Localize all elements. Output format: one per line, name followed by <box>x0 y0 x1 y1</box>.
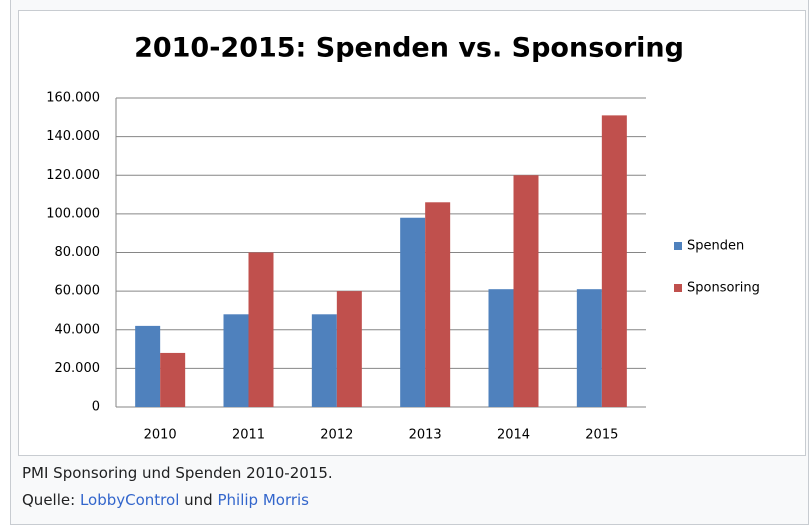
link[interactable]: LobbyControl <box>79 491 180 509</box>
caption-source: Quelle: LobbyControl und Philip Morris <box>22 491 309 509</box>
bar <box>248 252 274 407</box>
legend-swatch <box>674 242 682 250</box>
caption: PMI Sponsoring und Spenden 2010-2015. <box>22 464 333 482</box>
bar <box>223 314 249 407</box>
bar <box>601 115 627 407</box>
x-tick-label: 2014 <box>497 428 530 443</box>
joiner: und <box>184 491 213 509</box>
bar <box>160 352 186 407</box>
y-tick-label: 120.000 <box>46 168 100 183</box>
x-tick-label: 2013 <box>409 428 442 443</box>
x-tick-label: 2015 <box>585 428 618 443</box>
y-tick-label: 20.000 <box>55 361 101 376</box>
y-tick-label: 0 <box>92 400 100 415</box>
source-prefix: Quelle: <box>22 491 76 509</box>
y-tick-label: 140.000 <box>46 129 100 144</box>
legend-label: Spenden <box>687 239 744 254</box>
bar <box>336 291 362 407</box>
bar <box>425 202 451 407</box>
x-tick-label: 2010 <box>144 428 177 443</box>
bar <box>311 314 337 407</box>
y-tick-label: 60.000 <box>55 284 101 299</box>
legend-swatch <box>674 284 682 292</box>
link[interactable]: Philip Morris <box>217 491 310 509</box>
x-tick-label: 2011 <box>232 428 265 443</box>
chart-title: 2010-2015: Spenden vs. Sponsoring <box>134 33 684 64</box>
legend-label: Sponsoring <box>687 281 760 296</box>
bar <box>135 325 161 407</box>
y-tick-label: 80.000 <box>55 245 101 260</box>
bar <box>513 175 539 407</box>
y-tick-label: 40.000 <box>55 322 101 337</box>
y-tick-label: 160.000 <box>46 91 100 106</box>
bar <box>400 217 426 407</box>
y-tick-label: 100.000 <box>46 206 100 221</box>
bar <box>576 289 602 407</box>
bar <box>488 289 514 407</box>
chart: 2010-2015: Spenden vs. Sponsoring 0 20.00… <box>18 10 806 456</box>
x-tick-label: 2012 <box>320 428 353 443</box>
